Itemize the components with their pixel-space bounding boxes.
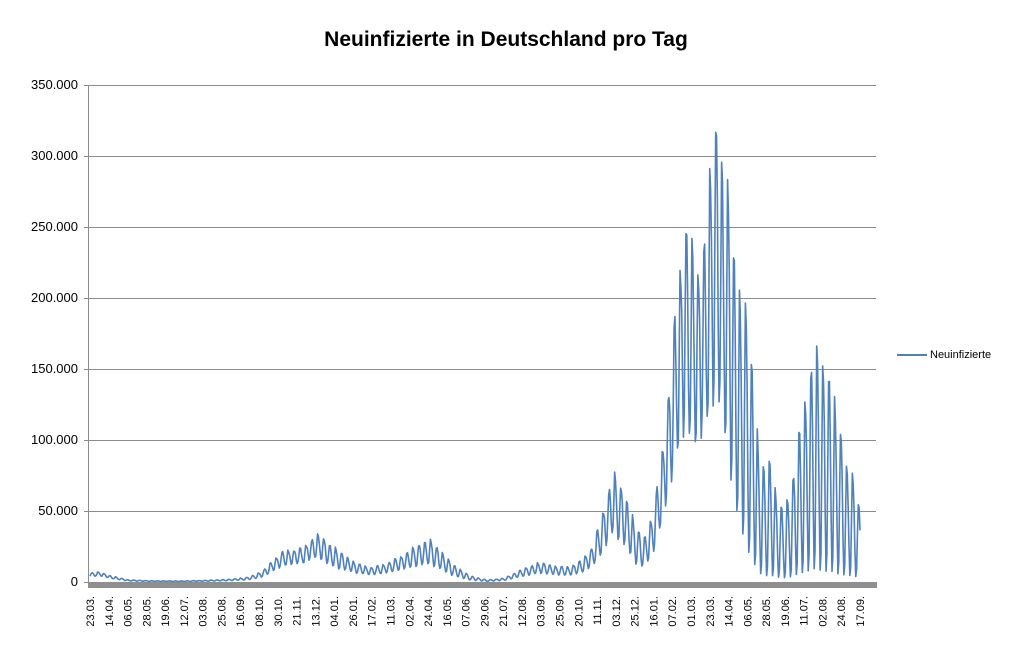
x-tick-label: 16.09. [235, 596, 247, 627]
x-tick-label: 03.09. [536, 596, 548, 627]
x-tick-label: 07.06. [461, 596, 473, 627]
x-tick-label: 19.06. [780, 596, 792, 627]
x-tick-label: 02.04. [404, 596, 416, 627]
y-tick-label: 100.000 [31, 432, 78, 447]
x-tick-label: 04.01. [329, 596, 341, 627]
x-tick-label: 25.09. [555, 596, 567, 627]
gridlines [84, 85, 876, 583]
x-tick-label: 13.12. [310, 596, 322, 627]
x-tick-label: 20.10. [573, 596, 585, 627]
x-tick-label: 11.03. [385, 596, 397, 626]
x-axis-labels: 23.03. 14.04. 06.05. 28.05. 19.06. 12.07. 03.0… [85, 596, 867, 627]
x-tick-label: 24.08. [836, 596, 848, 627]
x-tick-label: 06.05. [742, 596, 754, 627]
x-tick-label: 03.12. [611, 596, 623, 627]
x-tick-label: 07.02. [667, 596, 679, 627]
legend-series-label: Neuinfizierte [930, 349, 992, 361]
x-tick-label: 14.04. [104, 596, 116, 627]
x-tick-label: 03.08. [198, 596, 210, 627]
x-tick-label: 21.11. [292, 596, 304, 626]
x-tick-label: 30.10. [273, 596, 285, 627]
x-tick-label: 08.10. [254, 596, 266, 627]
x-tick-label: 26.01. [348, 596, 360, 627]
x-tick-label: 25.12. [630, 596, 642, 627]
x-tick-label: 14.04. [724, 596, 736, 627]
y-tick-label: 150.000 [31, 361, 78, 376]
x-tick-label: 25.08. [216, 596, 228, 627]
series-line-neuinfizierte [89, 131, 861, 583]
x-tick-label: 11.07. [799, 596, 811, 626]
x-tick-label: 02.08. [817, 596, 829, 627]
x-tick-label: 17.02. [367, 596, 379, 627]
y-tick-label: 50.000 [38, 503, 78, 518]
x-tick-label: 23.03. [705, 596, 717, 627]
x-tick-label: 06.05. [123, 596, 135, 627]
x-tick-label: 12.07. [179, 596, 191, 627]
x-tick-label: 19.06. [160, 596, 172, 627]
x-tick-label: 11.11. [592, 596, 604, 625]
x-tick-label: 28.05. [761, 596, 773, 627]
y-tick-label: 350.000 [31, 77, 78, 92]
chart-title: Neuinfizierte in Deutschland pro Tag [324, 28, 688, 51]
x-tick-label: 29.06. [479, 596, 491, 627]
x-tick-label: 24.04. [423, 596, 435, 627]
x-tick-label: 16.05. [442, 596, 454, 627]
x-tick-label: 28.05. [141, 596, 153, 627]
y-tick-label: 200.000 [31, 290, 78, 305]
y-tick-label: 250.000 [31, 219, 78, 234]
x-axis-bar [88, 582, 877, 588]
x-tick-label: 17.09. [855, 596, 867, 627]
legend-line-sample [897, 354, 927, 356]
x-tick-label: 01.03. [686, 596, 698, 627]
y-tick-label: 0 [70, 574, 78, 589]
x-tick-label: 12.08. [517, 596, 529, 627]
x-tick-label: 16.01. [648, 596, 660, 627]
x-tick-label: 23.03. [85, 596, 97, 627]
x-tick-label: 21.07. [498, 596, 510, 627]
legend: Neuinfizierte [897, 349, 991, 361]
y-tick-label: 300.000 [31, 148, 78, 163]
